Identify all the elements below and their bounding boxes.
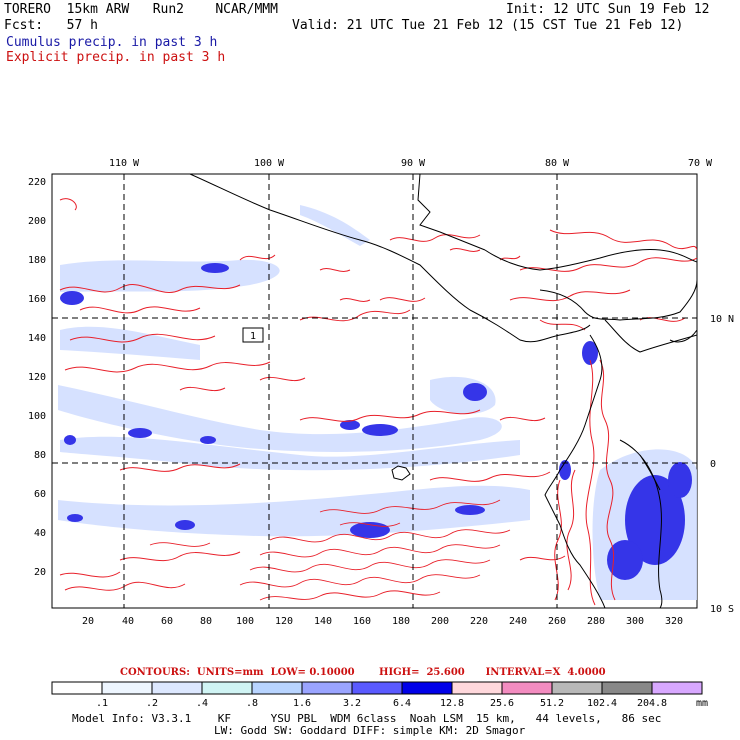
colorbar-value: 3.2 bbox=[343, 698, 361, 709]
y-tick: 80 bbox=[34, 450, 46, 461]
y-tick: 20 bbox=[34, 567, 46, 578]
x-tick: 20 bbox=[82, 616, 94, 627]
x-tick: 80 bbox=[200, 616, 212, 627]
colorbar-value: 12.8 bbox=[440, 698, 464, 709]
explicit-precip-contours bbox=[59, 198, 697, 606]
colorbar-labels: .1 .2 .4 .8 1.6 3.2 6.4 12.8 25.6 51.2 102.4 204.8 bbox=[96, 698, 667, 709]
lon-label-70w: 70 W bbox=[688, 158, 713, 169]
colorbar: .1.2.4.8 1.6 3.2 6.4 12.8 25.6 51.2 102.4 204.8 … bbox=[51, 681, 708, 709]
colorbar-value: 6.4 bbox=[393, 698, 411, 709]
x-tick: 200 bbox=[431, 616, 449, 627]
y-tick: 220 bbox=[28, 177, 46, 188]
lat-lon-grid bbox=[52, 174, 697, 608]
colorbar-value: 204.8 bbox=[637, 698, 667, 709]
lon-label-100w: 100 W bbox=[254, 158, 285, 169]
colorbar-swatch bbox=[601, 681, 653, 695]
lat-label-10s: 10 S bbox=[710, 604, 734, 615]
colorbar-swatch bbox=[651, 681, 703, 695]
colorbar-swatch bbox=[551, 681, 603, 695]
field-cumulus-label: Cumulus precip. in past 3 h bbox=[6, 35, 218, 50]
y-tick: 140 bbox=[28, 333, 46, 344]
colorbar-value: 25.6 bbox=[490, 698, 514, 709]
x-tick: 180 bbox=[392, 616, 410, 627]
init-time: Init: 12 UTC Sun 19 Feb 12 bbox=[506, 2, 710, 17]
y-tick: 200 bbox=[28, 216, 46, 227]
forecast-hour: Fcst: 57 h bbox=[4, 18, 98, 33]
colorbar-value: .8 bbox=[246, 698, 258, 709]
y-tick: 180 bbox=[28, 255, 46, 266]
lon-label-110w: 110 W bbox=[109, 158, 140, 169]
lon-label-80w: 80 W bbox=[545, 158, 570, 169]
galapagos-islands bbox=[391, 465, 411, 481]
x-axis: 20 40 60 80 100 120 140 160 180 200 220 … bbox=[82, 616, 683, 627]
colorbar-value: 1.6 bbox=[293, 698, 311, 709]
y-tick: 120 bbox=[28, 372, 46, 383]
valid-time: Valid: 21 UTC Tue 21 Feb 12 (15 CST Tue … bbox=[292, 18, 684, 33]
x-tick: 320 bbox=[665, 616, 683, 627]
lon-label-90w: 90 W bbox=[401, 158, 426, 169]
x-tick: 60 bbox=[161, 616, 173, 627]
field-explicit-label: Explicit precip. in past 3 h bbox=[6, 50, 226, 65]
colorbar-boxes bbox=[51, 681, 703, 695]
coastlines bbox=[189, 174, 697, 608]
colorbar-swatch bbox=[51, 681, 103, 695]
colorbar-value: .4 bbox=[196, 698, 208, 709]
x-tick: 160 bbox=[353, 616, 371, 627]
x-tick: 40 bbox=[122, 616, 134, 627]
x-tick: 220 bbox=[470, 616, 488, 627]
model-info-line2: LW: Godd SW: Goddard DIFF: simple KM: 2D… bbox=[214, 724, 526, 737]
colorbar-swatch bbox=[101, 681, 153, 695]
x-tick: 240 bbox=[509, 616, 527, 627]
colorbar-value: .2 bbox=[146, 698, 158, 709]
y-tick: 60 bbox=[34, 489, 46, 500]
lat-label-10n: 10 N bbox=[710, 314, 734, 325]
model-info-line1: Model Info: V3.3.1 KF YSU PBL WDM 6class… bbox=[72, 712, 662, 725]
explicit-precip-dense-area bbox=[149, 499, 511, 601]
colorbar-swatch bbox=[501, 681, 553, 695]
colorbar-swatch bbox=[351, 681, 403, 695]
station-box bbox=[242, 327, 264, 343]
colorbar-swatch bbox=[251, 681, 303, 695]
colorbar-value: .1 bbox=[96, 698, 108, 709]
x-tick: 140 bbox=[314, 616, 332, 627]
colorbar-value: 51.2 bbox=[540, 698, 564, 709]
colorbar-swatch bbox=[201, 681, 253, 695]
x-tick: 260 bbox=[548, 616, 566, 627]
x-tick: 100 bbox=[236, 616, 254, 627]
y-axis: 220 200 180 160 140 120 100 80 60 40 20 bbox=[28, 177, 46, 578]
model-title: TORERO 15km ARW Run2 NCAR/MMM bbox=[4, 2, 278, 17]
y-tick: 160 bbox=[28, 294, 46, 305]
colorbar-swatch bbox=[151, 681, 203, 695]
x-tick: 280 bbox=[587, 616, 605, 627]
x-tick: 120 bbox=[275, 616, 293, 627]
colorbar-swatch bbox=[451, 681, 503, 695]
lat-label-0: 0 bbox=[710, 459, 716, 470]
colorbar-value: 102.4 bbox=[587, 698, 617, 709]
x-tick: 300 bbox=[626, 616, 644, 627]
contour-info: CONTOURS: UNITS=mm LOW= 0.10000 HIGH= 25… bbox=[120, 667, 606, 678]
y-tick: 40 bbox=[34, 528, 46, 539]
colorbar-unit: mm bbox=[696, 698, 708, 709]
colorbar-swatch bbox=[301, 681, 353, 695]
station-box-label: 1 bbox=[250, 331, 256, 342]
colorbar-swatch bbox=[401, 681, 453, 695]
precip-map: 1 110 W 100 W 90 W 80 W 70 W 10 N 0 10 S… bbox=[28, 158, 734, 627]
y-tick: 100 bbox=[28, 411, 46, 422]
